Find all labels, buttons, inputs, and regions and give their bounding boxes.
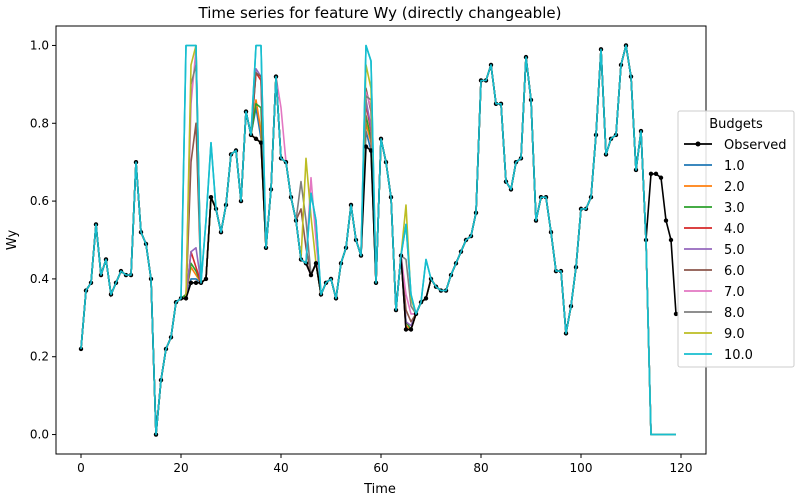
x-tick-label: 40	[273, 461, 288, 475]
legend-label: 9.0	[724, 327, 745, 342]
legend-entries: Observed 1.0 2.0 3.0 4.0 5.0 6.0 7.0 8.0 9.0 10.0	[684, 138, 787, 363]
y-tick-label: 0.0	[30, 428, 49, 442]
x-tick-label: 80	[473, 461, 488, 475]
observed-point	[193, 280, 199, 285]
legend-label: 1.0	[724, 159, 745, 174]
observed-point	[313, 261, 319, 266]
observed-point	[208, 195, 214, 200]
x-axis-label: Time	[363, 482, 396, 497]
observed-point	[258, 140, 264, 145]
observed-point	[253, 136, 259, 142]
observed-point	[308, 272, 314, 278]
legend-label: 4.0	[724, 222, 745, 237]
legend-title: Budgets	[709, 117, 763, 132]
observed-point	[363, 144, 369, 149]
y-tick-label: 0.2	[30, 350, 49, 364]
observed-point	[653, 171, 659, 177]
observed-point	[648, 171, 654, 177]
legend-label: 2.0	[724, 180, 745, 195]
legend-marker	[695, 141, 701, 147]
observed-point	[658, 175, 664, 180]
y-axis-label: Wy	[5, 230, 20, 251]
series-line-top	[80, 44, 676, 436]
legend-label: 7.0	[724, 285, 745, 300]
legend-label: Observed	[724, 138, 787, 153]
observed-point	[668, 237, 674, 243]
x-tick-label: 120	[670, 461, 693, 475]
observed-point	[368, 148, 374, 153]
legend-label: 5.0	[724, 243, 745, 258]
observed-point	[673, 311, 679, 317]
y-tick-label: 1.0	[30, 38, 49, 52]
x-tick-label: 0	[77, 461, 85, 475]
observed-point	[188, 280, 194, 285]
observed-point	[403, 327, 409, 332]
observed-point	[203, 276, 209, 282]
observed-point	[408, 327, 414, 332]
chart-title: Time series for feature Wy (directly cha…	[198, 4, 562, 22]
observed-point	[663, 218, 669, 223]
legend-box	[677, 110, 795, 368]
axes: 0 20 40 60 80 100 120 0.0 0.2 0.4 0.6 0.8 1.0	[30, 38, 693, 475]
observed-point	[423, 296, 429, 301]
legend-label: 3.0	[724, 201, 745, 216]
legend-label: 8.0	[724, 306, 745, 321]
legend-label: 6.0	[724, 264, 745, 279]
x-tick-label: 100	[570, 461, 593, 475]
plot-lines	[78, 43, 679, 437]
x-tick-label: 20	[173, 461, 188, 475]
observed-point	[183, 296, 189, 301]
x-tick-label: 60	[373, 461, 388, 475]
legend-label: 10.0	[724, 348, 753, 363]
y-tick-label: 0.6	[30, 194, 49, 208]
observed-point	[78, 346, 84, 352]
y-tick-label: 0.4	[30, 272, 49, 286]
y-tick-label: 0.8	[30, 116, 49, 130]
legend: Budgets Observed 1.0 2.0 3.0 4.0 5.0 6.0 7.0 8.0…	[677, 110, 795, 368]
